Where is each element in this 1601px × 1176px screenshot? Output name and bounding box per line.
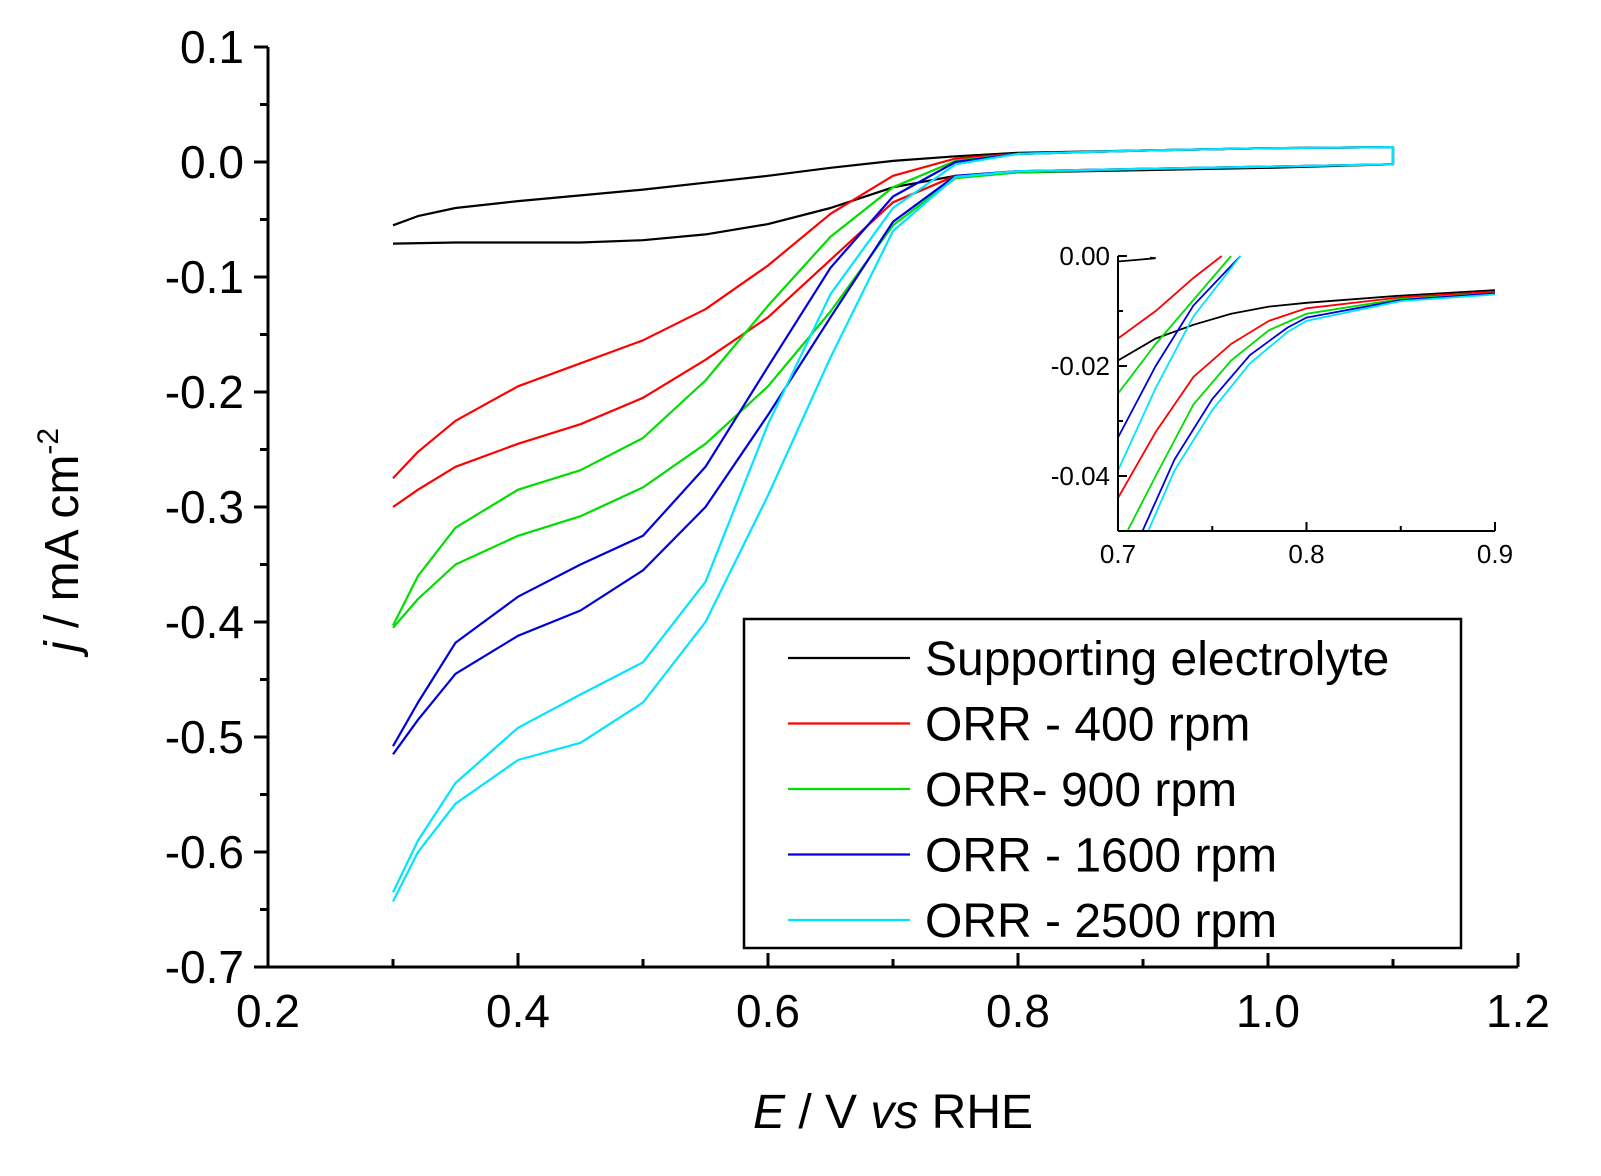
inset-series-line-orr-400-rpm: [1117, 290, 1496, 499]
y-tick-label: -0.5: [165, 711, 244, 763]
y-tick-label: -0.7: [165, 941, 244, 993]
x-tick-label: 1.2: [1486, 985, 1550, 1037]
inset-y-tick-label: 0.00: [1059, 241, 1110, 271]
inset-x-tick-label: 0.8: [1288, 539, 1324, 569]
inset-x-tick-label: 0.7: [1100, 539, 1136, 569]
y-tick-label: -0.1: [165, 251, 244, 303]
main-axes: 0.2 0.4 0.6 0.8 1.0 1.2 0.1 0.0 -0.1 -0.2 -0.3 -0.4…: [165, 21, 1550, 1037]
inset: 0.7 0.8 0.9 0.00 -0.02 -0.04: [1051, 241, 1513, 569]
y-tick-label: -0.2: [165, 366, 244, 418]
legend-label-orr-400-rpm: ORR - 400 rpm: [925, 699, 1250, 752]
y-tick-label: 0.0: [180, 136, 244, 188]
legend-label-orr-1600-rpm: ORR - 1600 rpm: [925, 830, 1277, 883]
inset-background: [1118, 256, 1495, 531]
inset-series: [1117, 255, 1496, 532]
legend: Supporting electrolyte ORR - 400 rpm ORR- …: [742, 617, 1463, 950]
legend-label-supporting-electrolyte: Supporting electrolyte: [925, 633, 1389, 686]
x-title-vs: vs: [870, 1086, 918, 1139]
inset-y-tick-label: -0.02: [1051, 351, 1110, 381]
y-title-unit: / mA cm: [36, 455, 89, 642]
y-title-sup: -2: [32, 428, 65, 455]
legend-label-orr-2500-rpm: ORR - 2500 rpm: [925, 895, 1277, 948]
y-axis-title: j / mA cm-2: [32, 428, 89, 658]
x-tick-label: 0.6: [736, 985, 800, 1037]
x-tick-label: 0.2: [236, 985, 300, 1037]
x-tick-label: 1.0: [1236, 985, 1300, 1037]
inset-series-line-orr-2500-rpm: [1147, 293, 1496, 532]
x-axis-title: E / V vs RHE: [753, 1086, 1033, 1139]
inset-series-line-orr-1600-rpm: [1141, 292, 1496, 532]
inset-x-tick-label: 0.9: [1477, 539, 1513, 569]
inset-series-line-orr-1600-rpm: [1117, 255, 1242, 438]
y-tick-label: 0.1: [180, 21, 244, 73]
inset-series-line-orr-400-rpm: [1117, 255, 1223, 340]
main-series: [392, 146, 1395, 902]
inset-series-line-supporting-electrolyte: [1117, 256, 1156, 263]
x-title-e: E: [753, 1086, 786, 1139]
inset-ticks: 0.7 0.8 0.9 0.00 -0.02 -0.04: [1051, 241, 1513, 569]
x-tick-label: 0.8: [986, 985, 1050, 1037]
x-title-rhe: RHE: [918, 1086, 1033, 1139]
y-tick-label: -0.6: [165, 826, 244, 878]
y-title-j: j: [36, 640, 89, 658]
inset-series-line-orr-900-rpm: [1117, 255, 1232, 395]
legend-box: [742, 617, 1463, 950]
inset-series-line-orr-2500-rpm: [1117, 255, 1242, 471]
inset-y-tick-label: -0.04: [1051, 461, 1110, 491]
series-line-orr-2500-rpm: [392, 146, 1395, 902]
legend-label-orr-900-rpm: ORR- 900 rpm: [925, 764, 1237, 817]
y-tick-label: -0.3: [165, 481, 244, 533]
main-ticks: 0.2 0.4 0.6 0.8 1.0 1.2 0.1 0.0 -0.1 -0.2 -0.3 -0.4…: [165, 21, 1550, 1037]
legend-items: Supporting electrolyte ORR - 400 rpm ORR- …: [788, 633, 1389, 948]
x-tick-label: 0.4: [486, 985, 550, 1037]
x-title-mid: / V: [785, 1086, 870, 1139]
y-tick-label: -0.4: [165, 596, 244, 648]
inset-series-line-orr-900-rpm: [1126, 292, 1496, 532]
